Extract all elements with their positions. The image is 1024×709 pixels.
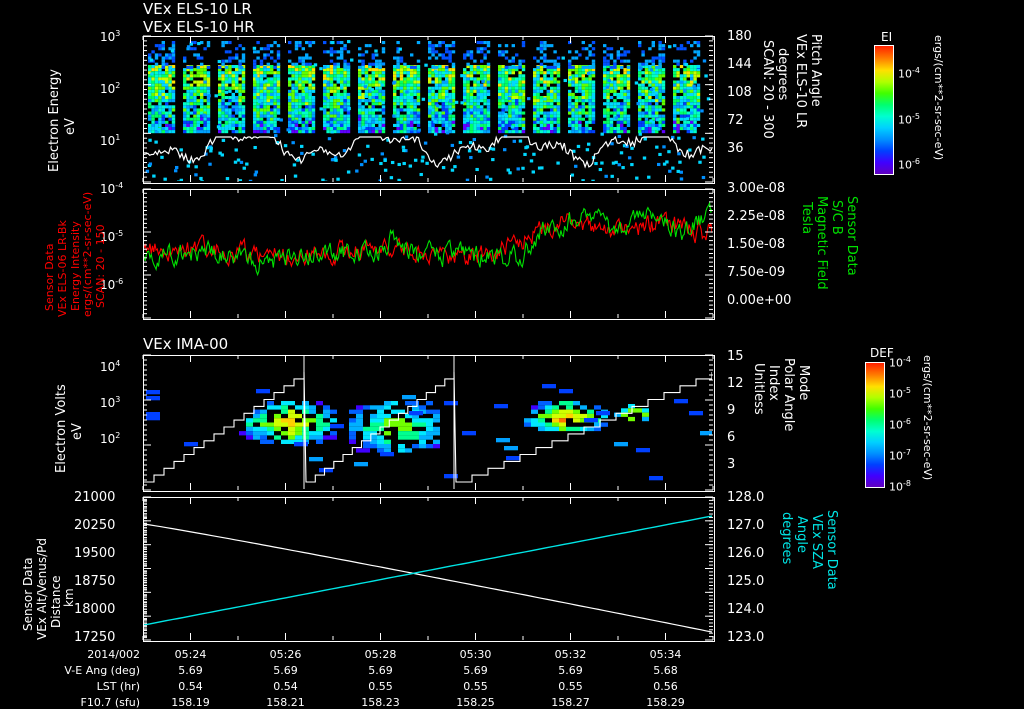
footer-veang: 5.69 [442, 664, 510, 677]
footer-label-date: 2014/002 [44, 648, 140, 661]
footer-label-veang: V-E Ang (deg) [10, 664, 140, 677]
footer-time: 05:24 [157, 648, 225, 661]
footer-lst: 0.55 [537, 680, 605, 693]
footer-f107: 158.19 [157, 696, 225, 709]
footer-veang: 5.69 [157, 664, 225, 677]
footer-time: 05:34 [632, 648, 700, 661]
footer-f107: 158.29 [632, 696, 700, 709]
footer-veang: 5.69 [252, 664, 320, 677]
footer-f107: 158.27 [537, 696, 605, 709]
footer-time: 05:30 [442, 648, 510, 661]
footer-veang: 5.69 [537, 664, 605, 677]
footer-veang: 5.68 [632, 664, 700, 677]
footer-time: 05:28 [347, 648, 415, 661]
footer-f107: 158.25 [442, 696, 510, 709]
footer-label-lst: LST (hr) [10, 680, 140, 693]
footer-label-f107: F10.7 (sfu) [10, 696, 140, 709]
footer-lst: 0.54 [157, 680, 225, 693]
footer-lst: 0.55 [347, 680, 415, 693]
footer-f107: 158.23 [347, 696, 415, 709]
footer-time: 05:26 [252, 648, 320, 661]
footer-lst: 0.54 [252, 680, 320, 693]
footer-time: 05:32 [537, 648, 605, 661]
footer-lst: 0.55 [442, 680, 510, 693]
footer-f107: 158.21 [252, 696, 320, 709]
footer-veang: 5.69 [347, 664, 415, 677]
footer-lst: 0.56 [632, 680, 700, 693]
